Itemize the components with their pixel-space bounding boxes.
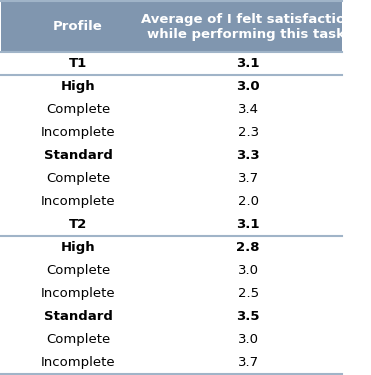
Bar — [1, 2, 342, 52]
Text: Complete: Complete — [46, 333, 110, 346]
Bar — [1, 144, 342, 166]
Bar — [1, 328, 342, 351]
Text: 3.0: 3.0 — [238, 333, 259, 346]
Text: 3.0: 3.0 — [236, 80, 260, 93]
Text: Complete: Complete — [46, 103, 110, 116]
Text: 3.0: 3.0 — [238, 264, 259, 277]
Bar — [1, 259, 342, 282]
Text: Standard: Standard — [43, 310, 112, 322]
Text: Standard: Standard — [43, 148, 112, 162]
Bar — [1, 166, 342, 190]
Text: Average of I felt satisfaction
while performing this task.: Average of I felt satisfaction while per… — [141, 12, 355, 40]
Bar — [1, 52, 342, 75]
Text: 3.5: 3.5 — [236, 310, 260, 322]
Text: 3.7: 3.7 — [238, 356, 259, 369]
Text: High: High — [61, 241, 95, 254]
Text: T2: T2 — [69, 217, 87, 231]
Text: 2.8: 2.8 — [236, 241, 260, 254]
Bar — [1, 121, 342, 144]
Bar — [1, 213, 342, 236]
Bar — [1, 304, 342, 328]
Text: 3.3: 3.3 — [236, 148, 260, 162]
Text: Incomplete: Incomplete — [41, 286, 115, 300]
Text: 2.3: 2.3 — [238, 126, 259, 139]
Text: 2.5: 2.5 — [238, 286, 259, 300]
Bar — [1, 351, 342, 374]
Text: 2.0: 2.0 — [238, 195, 259, 208]
Bar — [1, 98, 342, 121]
Text: 3.1: 3.1 — [236, 57, 260, 70]
Text: High: High — [61, 80, 95, 93]
Bar — [1, 236, 342, 259]
Text: Incomplete: Incomplete — [41, 195, 115, 208]
Text: 3.7: 3.7 — [238, 172, 259, 184]
Text: T1: T1 — [69, 57, 87, 70]
Bar — [1, 282, 342, 304]
Text: 3.4: 3.4 — [238, 103, 259, 116]
Text: 3.1: 3.1 — [236, 217, 260, 231]
Text: Complete: Complete — [46, 172, 110, 184]
Bar — [1, 190, 342, 213]
Text: Profile: Profile — [53, 20, 103, 33]
Bar — [1, 75, 342, 98]
Text: Complete: Complete — [46, 264, 110, 277]
Text: Incomplete: Incomplete — [41, 126, 115, 139]
Text: Incomplete: Incomplete — [41, 356, 115, 369]
